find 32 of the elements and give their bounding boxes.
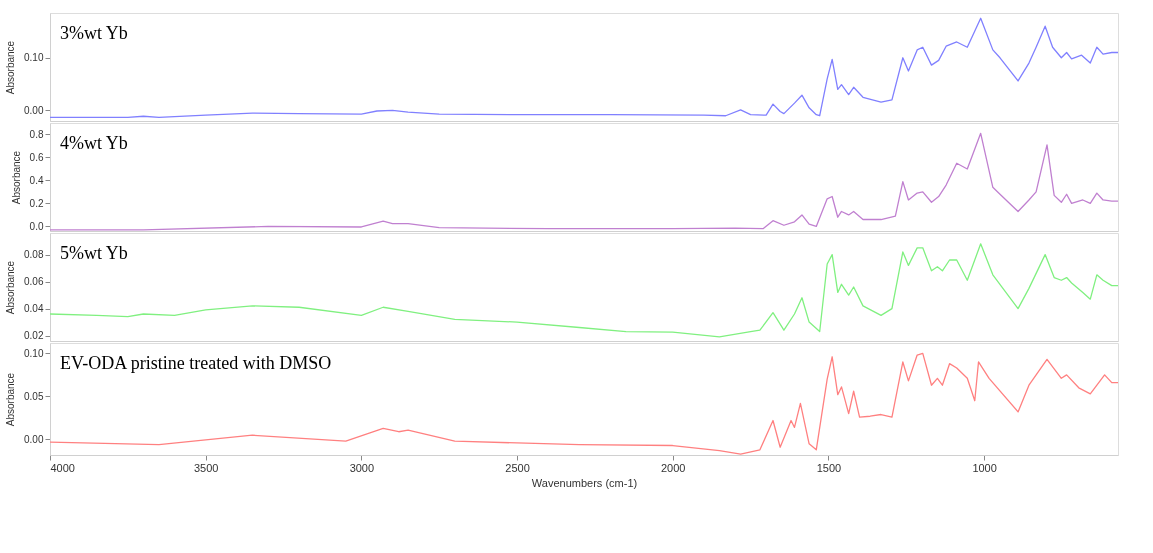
y-tick-label: 0.2 [29, 197, 44, 209]
x-tick-label: 3000 [349, 461, 375, 474]
y-axis-title: Absorbance [5, 372, 17, 427]
x-tick-label: 2500 [505, 461, 530, 474]
y-tick-label: 0.06 [24, 276, 44, 288]
text: 4%wt Yb [60, 133, 128, 153]
line-series [50, 17, 1118, 118]
y-tick-label: 0.02 [24, 330, 44, 342]
y-tick-label: 0.00 [24, 433, 44, 445]
y-tick-label: 0.8 [29, 128, 44, 140]
line-series [50, 243, 1118, 338]
y-tick-label: 0.10 [24, 52, 44, 64]
x-tick-label: 1500 [816, 461, 842, 474]
y-tick-label: 0.00 [24, 104, 44, 116]
y-axis-title: Absorbance [5, 260, 17, 315]
x-tick-label: 3500 [193, 461, 219, 474]
text: 3%wt Yb [60, 23, 128, 43]
text: 5%wt Yb [60, 243, 128, 263]
y-tick-label: 0.05 [24, 390, 44, 402]
x-tick-label: 1000 [972, 461, 997, 474]
y-tick-label: 0.6 [29, 151, 44, 163]
y-tick-label: 0.0 [29, 220, 44, 232]
y-tick-label: 0.4 [29, 174, 44, 186]
text: EV-ODA pristine treated with DMSO [60, 353, 332, 373]
x-tick-label: 4000 [50, 461, 75, 474]
x-axis-title: Wavenumbers (cm-1) [531, 476, 638, 489]
y-tick-label: 0.08 [24, 249, 44, 261]
x-tick-label: 2000 [661, 461, 686, 474]
y-axis-title: Absorbance [5, 40, 17, 95]
y-tick-label: 0.04 [24, 303, 44, 315]
y-tick-label: 0.10 [24, 347, 44, 359]
y-axis-title: Absorbance [10, 150, 22, 205]
